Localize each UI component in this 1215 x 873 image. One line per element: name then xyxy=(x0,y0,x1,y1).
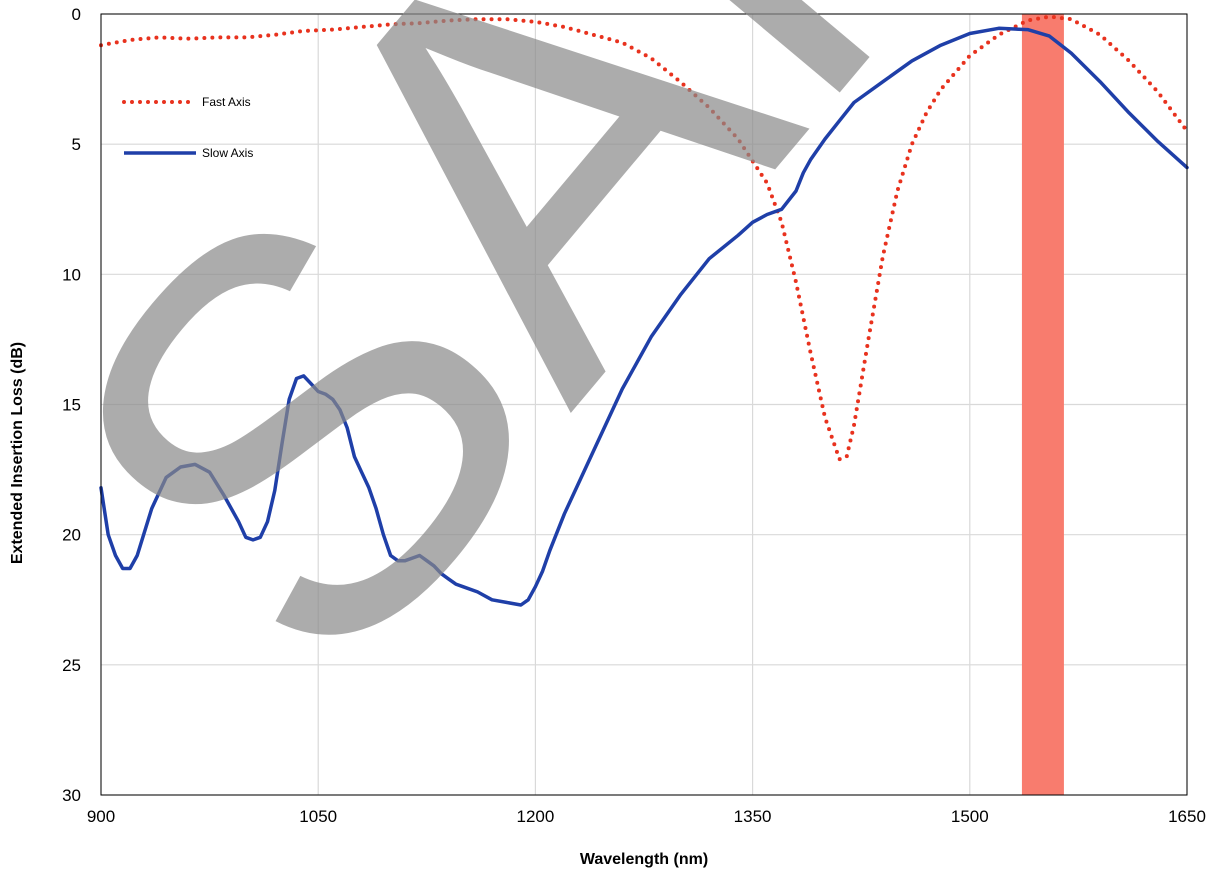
legend: Fast Axis Slow Axis xyxy=(122,95,253,160)
x-tick-label-1200: 1200 xyxy=(516,807,554,826)
highlight-band xyxy=(1021,14,1064,795)
series-line-slow-axis xyxy=(99,26,1189,607)
y-tick-label-25: 25 xyxy=(62,656,81,675)
plot-frame xyxy=(100,13,1188,796)
legend-slow-axis-label: Slow Axis xyxy=(202,146,253,160)
y-tick-label-30: 30 xyxy=(62,786,81,805)
series-layer xyxy=(99,14,1189,607)
x-axis-title: Wavelength (nm) xyxy=(580,851,708,868)
y-tick-label-10: 10 xyxy=(62,265,81,284)
y-axis-title: Extended Insertion Loss (dB) xyxy=(9,342,26,564)
y-tick-label-0: 0 xyxy=(72,5,81,24)
x-tick-label-1050: 1050 xyxy=(299,807,337,826)
series-line-fast-axis xyxy=(99,14,1189,462)
y-tick-label-20: 20 xyxy=(62,526,81,545)
tick-labels: 900 1050 1200 1350 1500 1650 0 5 10 15 20 25 30 xyxy=(62,5,1206,826)
y-tick-label-5: 5 xyxy=(72,135,81,154)
x-tick-label-900: 900 xyxy=(87,807,115,826)
x-tick-label-1500: 1500 xyxy=(951,807,989,826)
y-tick-label-15: 15 xyxy=(62,396,81,415)
x-tick-label-1650: 1650 xyxy=(1168,807,1206,826)
x-tick-label-1350: 1350 xyxy=(734,807,772,826)
legend-fast-axis-label: Fast Axis xyxy=(202,95,251,109)
